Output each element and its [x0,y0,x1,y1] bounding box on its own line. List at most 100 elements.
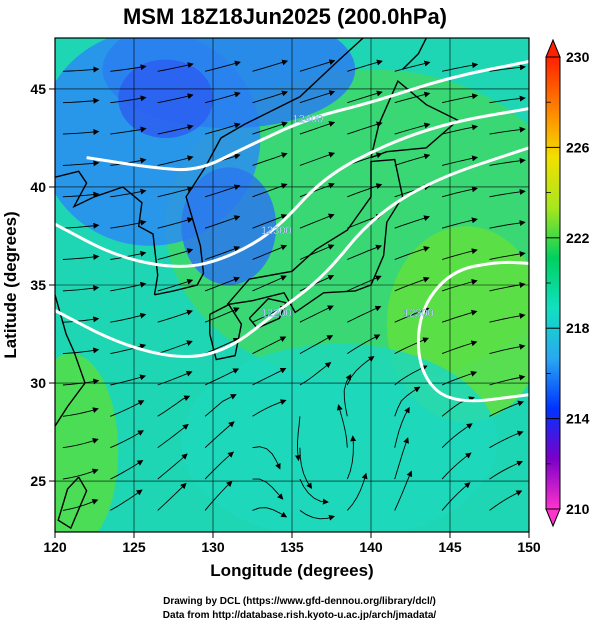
streamline-141 [110,64,147,72]
streamline-90 [62,222,100,229]
streamline-139 [489,95,526,104]
x-tick-label-4: 140 [359,539,383,555]
streamline-114 [252,152,288,166]
streamline-119 [489,157,526,166]
y-tick-label-0: 25 [30,473,46,489]
streamline-130 [62,97,100,104]
height-contours: 12400 12300 12200 12300 [55,60,529,403]
streamline-65 [299,305,334,323]
streamline-146 [347,59,383,72]
y-tick-label-3: 40 [30,179,46,195]
contour-3 [416,260,529,403]
streamline-48 [441,370,478,386]
streamline-104 [252,183,288,198]
streamline-136 [347,90,383,104]
streamline-32 [157,395,191,417]
streamline-28 [441,423,473,449]
colorbar-tick-label-2: 218 [566,320,590,336]
x-tick-label-6: 150 [517,539,541,555]
streamline-50 [62,347,100,355]
streamline-36 [343,373,352,417]
streamline-148 [442,62,479,72]
streamline-62 [157,309,193,323]
field-coldest [118,59,213,138]
streamline-63 [204,307,240,323]
streamline-37 [394,386,421,417]
streamline-24 [252,446,281,470]
streamline-102 [157,186,194,198]
streamline-75 [299,274,335,292]
streamline-147 [394,60,431,72]
streamline-95 [299,213,335,229]
streamline-118 [441,155,479,166]
streamline-61 [110,312,147,323]
streamline-127 [394,122,431,135]
streamline-56 [347,334,381,354]
streamline-46 [346,356,375,386]
coast-honshu [226,158,404,314]
streamline-21 [110,430,144,449]
x-tick-label-3: 135 [280,539,304,555]
streamline-5 [299,510,335,521]
streamline-138 [441,93,479,104]
streamline-70 [62,285,100,292]
colorbar-max-arrow [545,38,561,58]
streamlines [62,59,526,521]
streamline-30 [62,407,99,417]
x-tick-label-1: 125 [122,539,146,555]
contour-1 [55,107,529,268]
streamline-145 [299,59,336,72]
streamline-2 [157,482,187,511]
colorbar-tick-label-5: 230 [566,49,590,65]
credit-drawing: Drawing by DCL (https://www.gfd-dennou.o… [163,596,436,607]
streamline-0 [62,499,99,511]
streamline-10 [62,468,99,480]
y-tick-label-1: 30 [30,375,46,391]
streamline-44 [252,367,287,386]
streamline-12 [157,453,188,480]
streamline-135 [299,90,336,104]
streamline-77 [394,276,430,292]
temperature-field [55,38,529,532]
streamline-79 [489,282,526,292]
streamline-51 [110,343,147,355]
streamline-3 [204,480,233,511]
streamline-60 [62,316,100,323]
streamline-128 [441,124,479,135]
streamline-132 [157,93,194,104]
streamline-73 [204,276,240,292]
streamline-1 [110,489,143,511]
streamline-125 [299,121,336,135]
streamline-85 [299,244,335,260]
x-tick-label-0: 120 [43,539,67,555]
coast-korea-east [154,137,222,296]
streamline-55 [299,335,334,354]
streamline-76 [347,275,382,292]
streamline-142 [157,62,194,72]
streamline-112 [157,155,194,166]
streamline-92 [157,217,194,229]
streamline-137 [394,91,431,104]
streamline-91 [110,219,147,229]
streamline-27 [394,406,410,448]
streamline-18 [441,452,472,480]
streamline-88 [441,248,478,260]
streamline-6 [346,472,368,511]
streamline-122 [157,124,194,135]
contour-label-3: 12300 [403,307,434,319]
streamline-29 [489,430,524,449]
contour-label-0: 12400 [293,113,324,125]
streamline-11 [110,459,144,480]
streamline-53 [204,338,240,355]
streamline-93 [204,215,241,229]
coast-east-china [55,294,86,427]
streamline-89 [489,251,526,260]
streamline-49 [489,374,526,386]
streamline-14 [252,478,284,500]
coast-china [55,170,159,295]
plot-area: 12400 12300 12200 12300 [55,38,529,532]
streamline-109 [489,188,526,198]
streamline-124 [252,121,288,135]
streamline-69 [489,312,526,323]
